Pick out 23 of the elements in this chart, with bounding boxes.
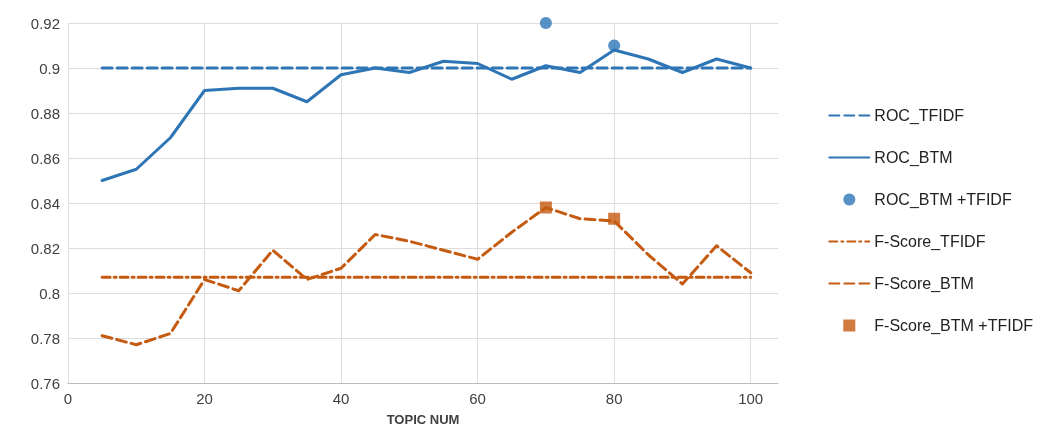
y-tick-label: 0.92 — [30, 14, 60, 32]
point — [539, 17, 552, 29]
x-tick-label: 20 — [196, 390, 213, 407]
x-tick-label: 80 — [605, 390, 623, 407]
y-tick-label: 0.82 — [30, 239, 60, 257]
legend-label: ROC_BTM +TFIDF — [874, 191, 1012, 209]
y-tick-label: 0.86 — [30, 149, 60, 167]
legend-label: F-Score_BTM +TFIDF — [874, 317, 1034, 335]
x-axis-title: TOPIC NUM — [386, 412, 460, 427]
legend-label: F-Score_BTM — [874, 275, 974, 293]
legend-label: F-Score_TFIDF — [874, 233, 986, 251]
x-tick-label: 100 — [738, 390, 764, 407]
x-tick-label: 0 — [63, 390, 73, 407]
x-tick-label: 60 — [469, 390, 486, 407]
y-tick-label: 0.84 — [30, 194, 60, 212]
y-tick-label: 0.78 — [30, 329, 60, 347]
y-tick-label: 0.8 — [39, 284, 60, 302]
y-tick-label: 0.9 — [39, 59, 60, 77]
legend-label: ROC_TFIDF — [874, 107, 965, 125]
y-tick-label: 0.88 — [30, 104, 60, 122]
y-tick-label: 0.76 — [30, 374, 60, 392]
legend-label: ROC_BTM — [874, 149, 953, 167]
x-tick-label: 40 — [332, 390, 350, 407]
